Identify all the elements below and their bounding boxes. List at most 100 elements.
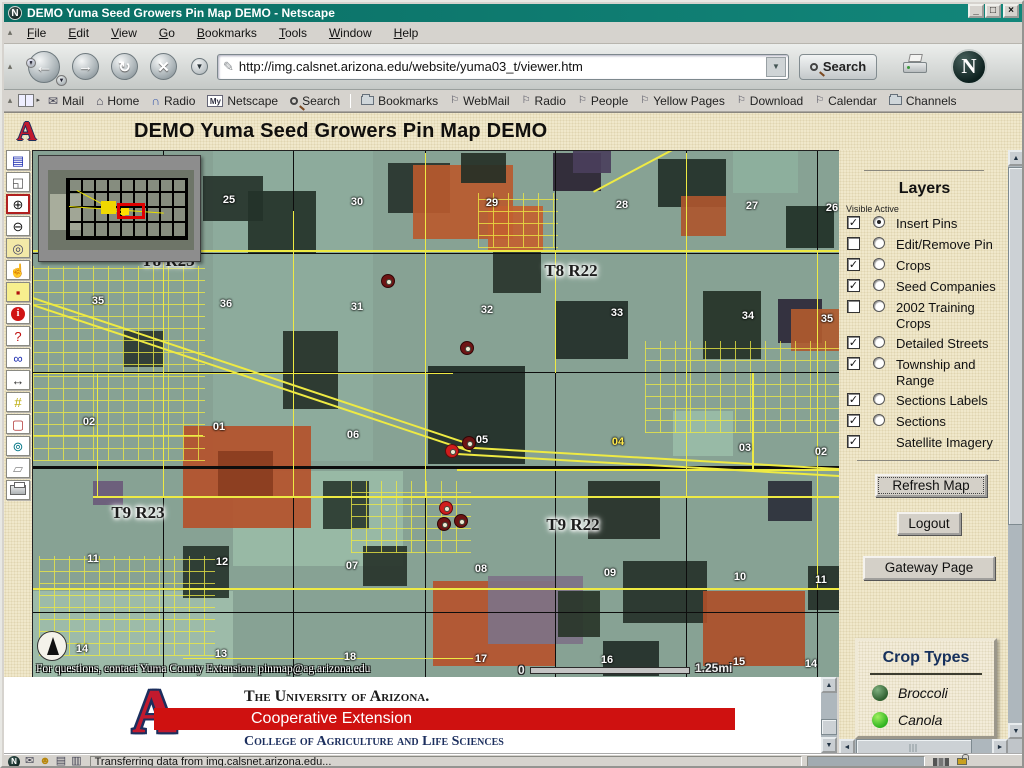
menu-go[interactable]: Go: [158, 25, 175, 40]
scroll-down-icon[interactable]: ▼: [1008, 723, 1022, 739]
identify-tool-icon[interactable]: i: [6, 304, 30, 324]
personal-toolbar-item-webmail[interactable]: ⚐ WebMail: [444, 94, 515, 108]
personal-toolbar-item-yellow-pages[interactable]: ⚐ Yellow Pages: [634, 94, 731, 108]
label-tool-icon[interactable]: ▪: [6, 282, 30, 302]
stop-button[interactable]: ✕: [150, 53, 177, 80]
netscape-status-icon[interactable]: N: [8, 755, 20, 766]
map-pin[interactable]: [454, 514, 468, 528]
scroll-down-icon[interactable]: ▼: [821, 737, 837, 753]
zoom-in-tool-icon[interactable]: ⊕: [6, 194, 30, 214]
visible-checkbox[interactable]: ✓: [847, 279, 860, 292]
toolbar-collapse-icon[interactable]: ▴: [7, 27, 13, 37]
active-radio[interactable]: [873, 336, 885, 348]
personal-toolbar-item-mail[interactable]: ✉ Mail: [42, 94, 90, 108]
query-tool-icon[interactable]: ?: [6, 326, 30, 346]
grid-tool-icon[interactable]: #: [6, 392, 30, 412]
visible-checkbox[interactable]: [847, 237, 860, 250]
composer-icon[interactable]: ▤: [55, 755, 67, 767]
personal-toolbar-item-search[interactable]: Search: [284, 94, 346, 108]
eraser-tool-icon[interactable]: ▱: [6, 458, 30, 478]
personal-toolbar-item-people[interactable]: ⚐ People: [572, 94, 634, 108]
visible-checkbox[interactable]: ✓: [847, 357, 860, 370]
menu-tools[interactable]: Tools: [278, 25, 307, 40]
netscape-logo-icon[interactable]: N: [951, 48, 987, 85]
legend-tool-icon[interactable]: ▤: [6, 150, 30, 170]
personal-toolbar-item-bookmarks[interactable]: Bookmarks: [355, 94, 444, 108]
zoom-full-extent-tool-icon[interactable]: ◱: [6, 172, 30, 192]
active-radio[interactable]: [873, 357, 885, 369]
panel-horizontal-scrollbar[interactable]: ◄ ►: [839, 739, 1008, 755]
visible-checkbox[interactable]: ✓: [847, 258, 860, 271]
active-radio[interactable]: [873, 393, 885, 405]
menu-window[interactable]: Window: [328, 25, 372, 40]
map-pin[interactable]: [437, 517, 451, 531]
mail-icon[interactable]: ✉: [25, 755, 35, 767]
active-radio[interactable]: [873, 414, 885, 426]
security-lock-icon[interactable]: [956, 754, 969, 765]
url-bookmark-button[interactable]: ▼: [191, 58, 208, 75]
map-pin[interactable]: [381, 274, 395, 288]
print-button[interactable]: [903, 53, 929, 76]
url-input[interactable]: [238, 59, 766, 74]
scroll-up-icon[interactable]: ▲: [821, 677, 837, 693]
visible-checkbox[interactable]: ✓: [847, 336, 860, 349]
gateway-page-button[interactable]: Gateway Page: [863, 556, 995, 580]
map-pin[interactable]: [460, 341, 474, 355]
personal-toolbar-item-channels[interactable]: Channels: [883, 94, 963, 108]
address-book-icon[interactable]: ▥: [71, 755, 82, 767]
refresh-map-button[interactable]: Refresh Map: [875, 474, 987, 497]
scrollbar-thumb[interactable]: [1008, 167, 1022, 525]
menu-view[interactable]: View: [111, 25, 137, 40]
visible-checkbox[interactable]: ✓: [847, 393, 860, 406]
find-tool-icon[interactable]: ∞: [6, 348, 30, 368]
personal-toolbar-item-download[interactable]: ⚐ Download: [731, 94, 809, 108]
visible-checkbox[interactable]: ✓: [847, 216, 860, 229]
personal-toolbar-item-radio[interactable]: ∩ Radio: [145, 94, 201, 108]
personal-toolbar-item-radio[interactable]: ⚐ Radio: [516, 94, 572, 108]
personal-toolbar-item-calendar[interactable]: ⚐ Calendar: [809, 94, 883, 108]
sidebar-pane-icon[interactable]: [18, 94, 40, 107]
page-vertical-scrollbar[interactable]: ▲ ▼: [1008, 150, 1022, 739]
reload-button[interactable]: ↻: [111, 53, 138, 80]
menu-file[interactable]: File: [27, 25, 47, 40]
personal-toolbar-item-netscape[interactable]: My Netscape: [201, 94, 284, 108]
active-radio[interactable]: [873, 216, 885, 228]
toolbar-collapse-icon[interactable]: ▴: [7, 61, 13, 71]
select-box-tool-icon[interactable]: ▢: [6, 414, 30, 434]
pan-tool-icon[interactable]: ☝: [6, 260, 30, 280]
active-radio[interactable]: [873, 258, 885, 270]
forward-button[interactable]: →: [72, 53, 99, 80]
active-radio[interactable]: [873, 237, 885, 249]
print-dropdown[interactable]: ▼: [26, 58, 36, 68]
visible-checkbox[interactable]: ✓: [847, 435, 860, 448]
search-map-tool-icon[interactable]: ⊚: [6, 436, 30, 456]
map-pin[interactable]: [462, 436, 476, 450]
close-button[interactable]: ×: [1003, 4, 1019, 18]
zoom-out-tool-icon[interactable]: ⊖: [6, 216, 30, 236]
menu-edit[interactable]: Edit: [68, 25, 90, 40]
banner-scrollbar[interactable]: ▲ ▼: [821, 677, 837, 753]
visible-checkbox[interactable]: [847, 300, 860, 313]
scroll-up-icon[interactable]: ▲: [1008, 150, 1022, 166]
toolbar-collapse-icon[interactable]: ▴: [7, 95, 13, 105]
zoom-selected-tool-icon[interactable]: ◎: [6, 238, 30, 258]
search-button[interactable]: Search: [799, 53, 877, 80]
overview-map[interactable]: [38, 155, 201, 262]
scrollbar-thumb[interactable]: [821, 719, 837, 735]
map-canvas[interactable]: For questions, contact Yuma County Exten…: [32, 150, 839, 677]
personal-toolbar-item-home[interactable]: ⌂ Home: [90, 94, 145, 108]
menu-bookmarks[interactable]: Bookmarks: [196, 25, 257, 40]
visible-checkbox[interactable]: ✓: [847, 414, 860, 427]
minimize-button[interactable]: _: [968, 4, 984, 18]
map-pin[interactable]: [439, 501, 453, 515]
back-history-dropdown[interactable]: ▼: [56, 75, 67, 86]
scroll-right-icon[interactable]: ►: [992, 739, 1008, 755]
logout-button[interactable]: Logout: [897, 512, 961, 535]
instant-messenger-icon[interactable]: ☻: [39, 755, 51, 767]
menu-help[interactable]: Help: [393, 25, 419, 40]
active-radio[interactable]: [873, 300, 885, 312]
url-dropdown-icon[interactable]: ▼: [766, 56, 786, 77]
maximize-button[interactable]: □: [985, 4, 1001, 18]
active-radio[interactable]: [873, 279, 885, 291]
measure-tool-icon[interactable]: ↔: [6, 370, 30, 390]
